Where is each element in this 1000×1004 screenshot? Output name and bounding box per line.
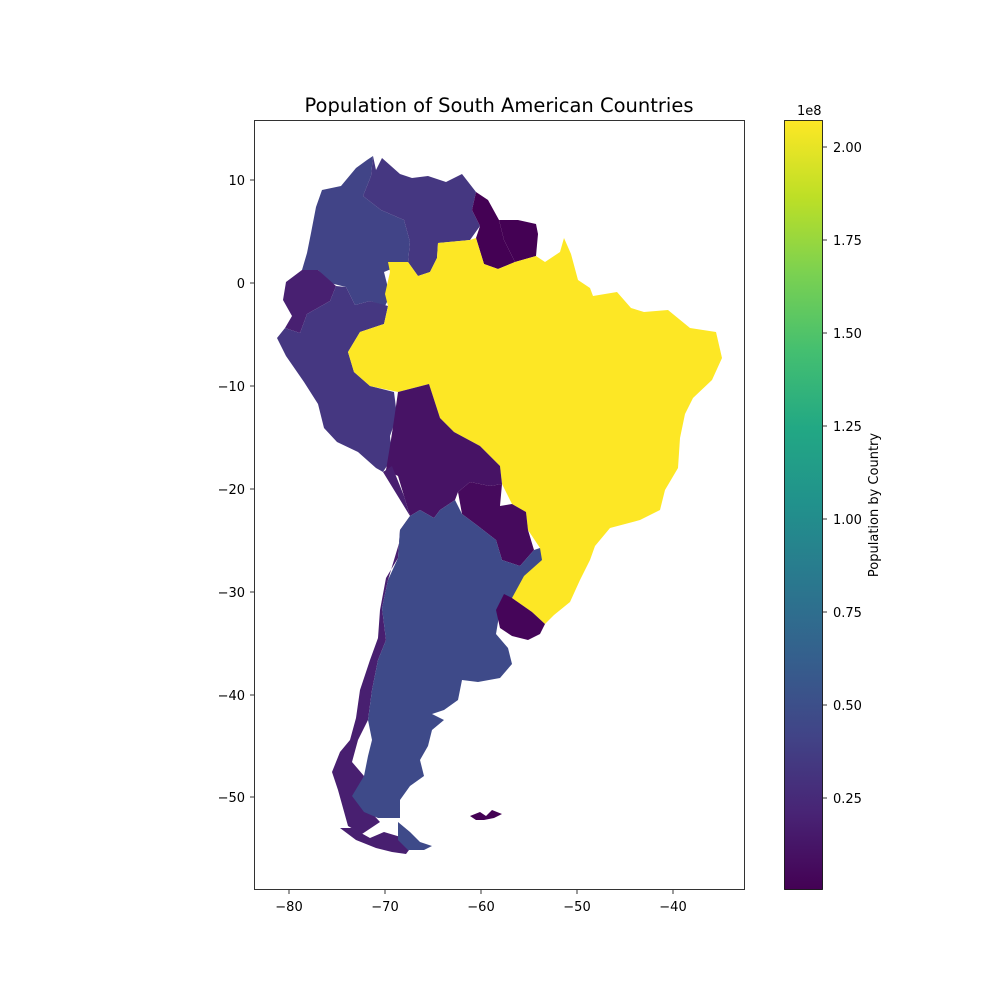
y-tick-label: 10: [228, 174, 245, 189]
y-axis: 10 0 −10 −20 −30 −40 −50: [218, 174, 254, 806]
colorbar-gradient: [784, 120, 823, 890]
colorbar-label: Population by Country: [867, 433, 882, 577]
country-bolivia[interactable]: [386, 384, 502, 518]
colorbar-tick-label: 1.75: [833, 234, 862, 249]
x-tick-label: −40: [659, 900, 686, 915]
colorbar-tick-label: 0.50: [833, 699, 862, 714]
x-tick-label: −80: [275, 900, 302, 915]
country-uruguay[interactable]: [496, 594, 545, 640]
y-tick-label: −10: [218, 380, 245, 395]
country-ecuador[interactable]: [283, 270, 336, 333]
country-brazil[interactable]: [348, 238, 722, 624]
country-paraguay[interactable]: [458, 482, 534, 566]
country-chile-tip[interactable]: [340, 828, 412, 854]
country-venezuela[interactable]: [363, 156, 480, 276]
colorbar-tick-label: 1.25: [833, 420, 862, 435]
plot-frame: [254, 120, 745, 890]
country-guyana[interactable]: [472, 192, 515, 269]
y-tick-label: 0: [237, 277, 245, 292]
colorbar-tick-label: 1.50: [833, 327, 862, 342]
x-axis: −80 −70 −60 −50 −40: [275, 890, 687, 915]
country-argentina-tdf[interactable]: [398, 822, 432, 850]
x-tick-label: −60: [467, 900, 494, 915]
chart-title: Population of South American Countries: [304, 94, 693, 117]
y-tick-label: −50: [218, 791, 245, 806]
y-tick-label: −20: [218, 483, 245, 498]
colorbar-tick-label: 0.75: [833, 606, 862, 621]
country-colombia[interactable]: [302, 156, 410, 306]
country-argentina[interactable]: [352, 500, 542, 818]
y-tick-label: −40: [218, 689, 245, 704]
colorbar-exponent: 1e8: [797, 104, 822, 119]
colorbar: 1e8 0.25 0.50 0.75 1.00 1.25 1.50 1.75 2…: [784, 104, 882, 890]
colorbar-tick-label: 1.00: [833, 513, 862, 528]
x-tick-label: −50: [563, 900, 590, 915]
country-falklands[interactable]: [470, 810, 502, 820]
country-peru[interactable]: [277, 286, 397, 472]
country-suriname[interactable]: [499, 220, 538, 262]
countries-layer: [277, 156, 722, 854]
colorbar-tick-label: 2.00: [833, 141, 862, 156]
colorbar-tick-label: 0.25: [833, 792, 862, 807]
country-chile[interactable]: [332, 466, 410, 834]
y-tick-label: −30: [218, 586, 245, 601]
x-tick-label: −70: [371, 900, 398, 915]
